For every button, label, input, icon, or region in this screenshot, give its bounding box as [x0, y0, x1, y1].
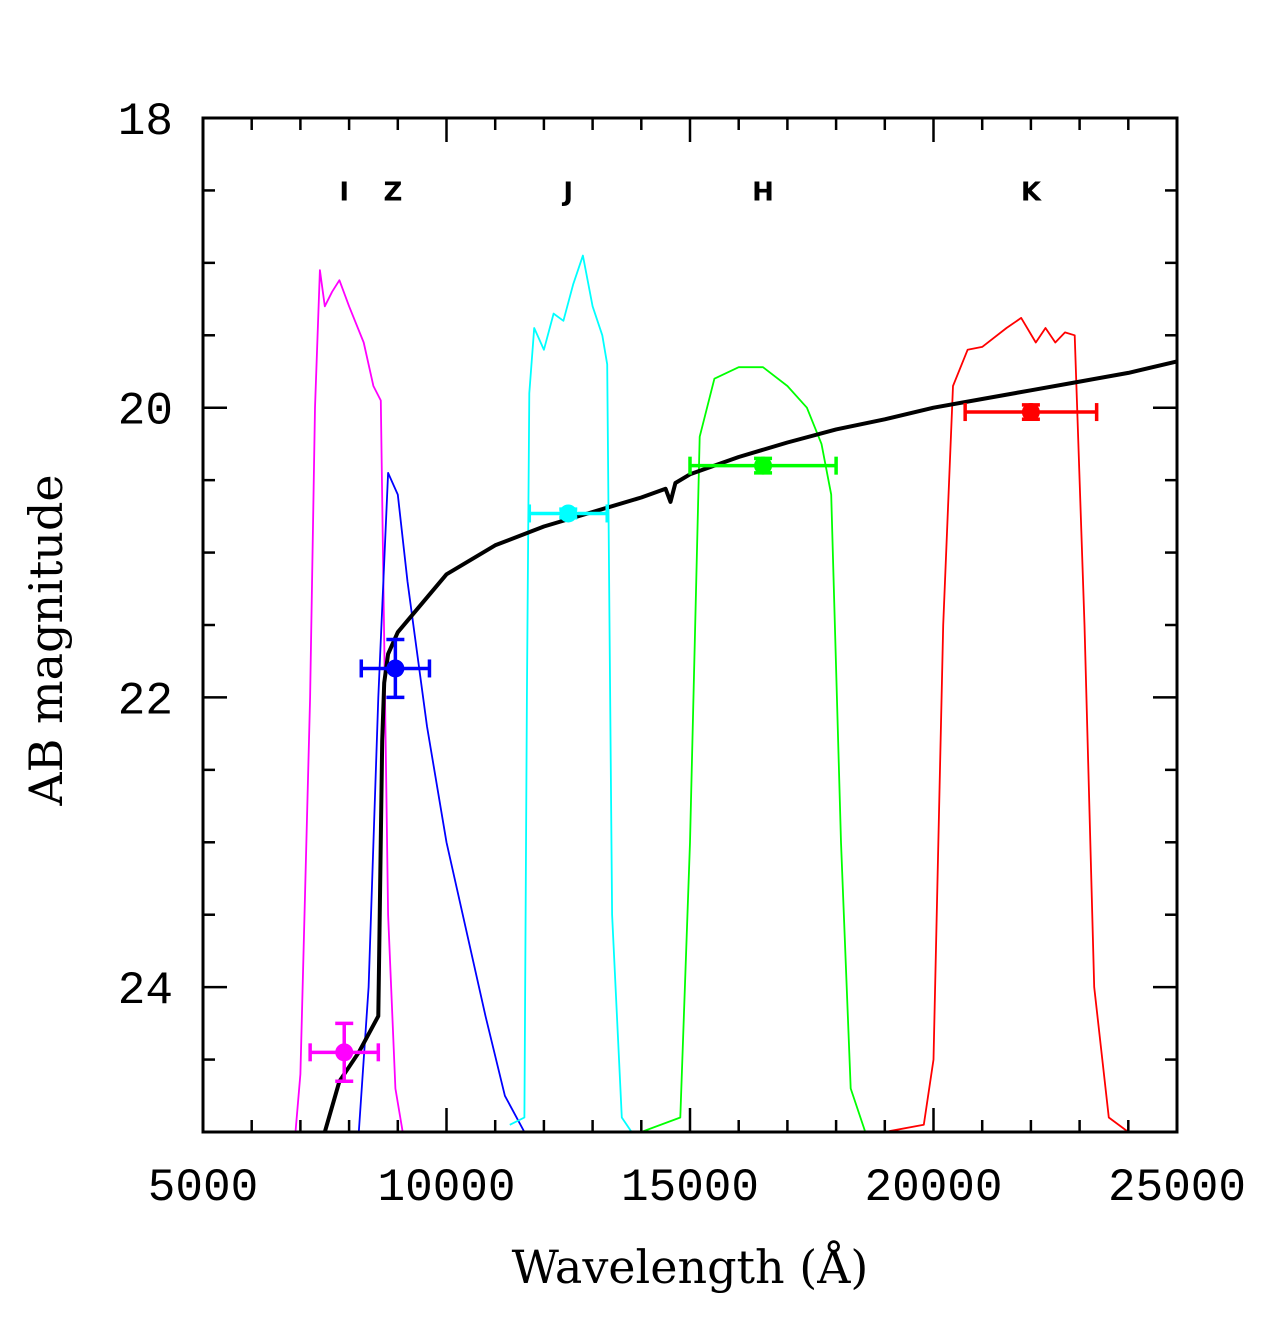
photometry-point-i — [308, 1021, 381, 1084]
x-tick-label: 20000 — [864, 1162, 1002, 1214]
photometry-point-k — [963, 403, 1099, 422]
model-spectrum-line — [322, 359, 1177, 1132]
filter-curves — [294, 254, 1177, 1132]
y-tick-label: 22 — [118, 675, 173, 727]
y-tick-label: 24 — [118, 965, 173, 1017]
y-tick-label: 18 — [118, 96, 173, 148]
x-tick-label: 15000 — [621, 1162, 759, 1214]
band-label-h: H — [752, 177, 774, 207]
y-tick-label: 20 — [118, 386, 173, 438]
x-tick-label: 5000 — [148, 1162, 258, 1214]
filter-curve-h — [640, 366, 885, 1132]
data-marker — [335, 1043, 354, 1062]
axis-ticks: 5000 10000 15000 20000 25000 18 20 22 24 — [118, 96, 1246, 1214]
model-spectrum-layer — [322, 359, 1177, 1132]
data-marker — [754, 456, 773, 475]
data-marker — [386, 659, 405, 678]
data-marker — [1021, 403, 1040, 422]
band-label-i: I — [339, 177, 349, 207]
x-tick-label: 25000 — [1108, 1162, 1246, 1214]
x-axis-title: Wavelength (Å) — [512, 1239, 869, 1294]
photometry-point-z — [359, 637, 432, 700]
filter-curve-z — [357, 471, 526, 1132]
filter-curve-j — [509, 254, 642, 1132]
band-label-j: J — [561, 177, 573, 207]
photometry-points — [308, 403, 1099, 1084]
x-tick-label: 10000 — [377, 1162, 515, 1214]
filter-curve-k — [884, 316, 1177, 1132]
data-marker — [559, 504, 578, 523]
y-axis-title: AB magnitude — [19, 474, 73, 806]
photometry-point-h — [688, 456, 838, 475]
band-label-z: Z — [384, 177, 403, 207]
band-label-k: K — [1021, 177, 1042, 207]
plot-frame — [201, 116, 1179, 1134]
filter-curve-i — [294, 269, 404, 1132]
photometry-point-j — [527, 504, 609, 523]
